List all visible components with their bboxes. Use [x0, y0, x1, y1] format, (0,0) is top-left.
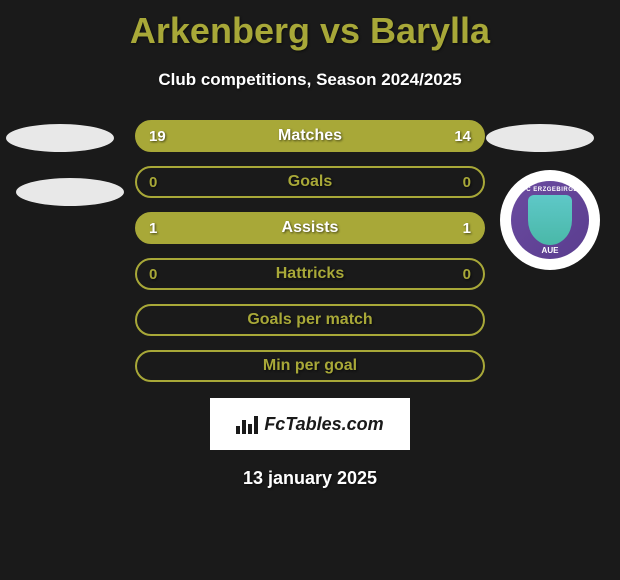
stat-label: Min per goal	[263, 357, 357, 375]
stat-label: Assists	[282, 219, 339, 237]
stat-bar-goals: 0 Goals 0	[135, 166, 485, 198]
chart-icon	[236, 414, 258, 434]
player-left-silhouette-1	[6, 124, 114, 152]
stat-label: Goals per match	[247, 311, 372, 329]
stat-left-value: 1	[149, 220, 157, 237]
stat-left-value: 0	[149, 174, 157, 191]
stat-left-value: 19	[149, 128, 166, 145]
stat-bar-min-per-goal: Min per goal	[135, 350, 485, 382]
stat-bar-assists: 1 Assists 1	[135, 212, 485, 244]
subtitle: Club competitions, Season 2024/2025	[0, 70, 620, 90]
fctables-label: FcTables.com	[264, 414, 383, 435]
stat-right-value: 1	[463, 220, 471, 237]
fctables-badge[interactable]: FcTables.com	[210, 398, 410, 450]
player-right-silhouette-1	[486, 124, 594, 152]
stats-container: 19 Matches 14 0 Goals 0 1 Assists 1 0 Ha…	[135, 120, 485, 382]
club-badge-inner: FC ERZGEBIRGE AUE	[511, 181, 589, 259]
stat-label: Goals	[288, 173, 332, 191]
club-badge-bottom-text: AUE	[511, 246, 589, 255]
stat-right-value: 0	[463, 266, 471, 283]
stat-bar-matches: 19 Matches 14	[135, 120, 485, 152]
stat-right-value: 0	[463, 174, 471, 191]
page-title: Arkenberg vs Barylla	[0, 0, 620, 52]
stat-right-value: 14	[454, 128, 471, 145]
stat-label: Matches	[278, 127, 342, 145]
stat-label: Hattricks	[276, 265, 344, 283]
club-badge-right: FC ERZGEBIRGE AUE	[500, 170, 600, 270]
stat-bar-hattricks: 0 Hattricks 0	[135, 258, 485, 290]
club-badge-shield	[528, 195, 572, 245]
club-badge-top-text: FC ERZGEBIRGE	[511, 187, 589, 193]
stat-left-value: 0	[149, 266, 157, 283]
player-left-silhouette-2	[16, 178, 124, 206]
stat-bar-goals-per-match: Goals per match	[135, 304, 485, 336]
date-label: 13 january 2025	[0, 468, 620, 489]
